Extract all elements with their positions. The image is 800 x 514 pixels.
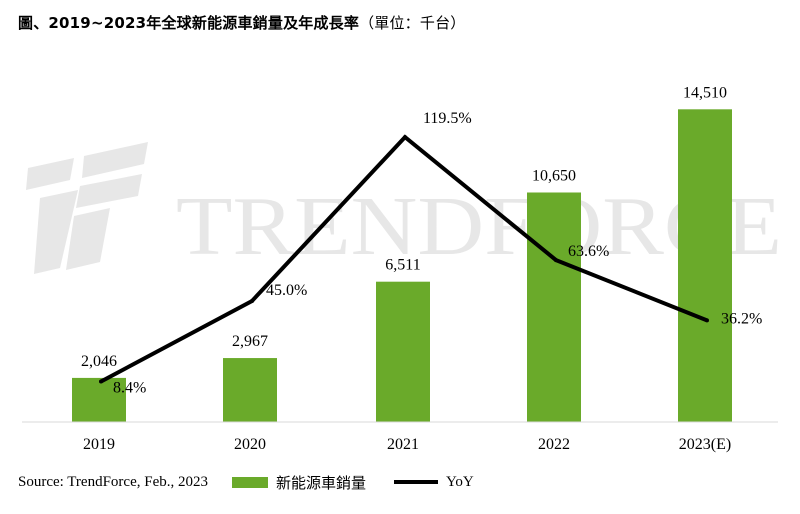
legend-item-line: YoY bbox=[394, 474, 474, 491]
yoy-point bbox=[99, 379, 103, 384]
bar-2020 bbox=[223, 358, 277, 422]
bar-value-label: 10,650 bbox=[532, 167, 576, 184]
yoy-point bbox=[250, 299, 254, 303]
watermark-logo-stroke-5 bbox=[66, 208, 110, 270]
legend-item-bar: 新能源車銷量 bbox=[232, 472, 366, 493]
x-tick-label: 2021 bbox=[387, 436, 419, 453]
bar-2022 bbox=[527, 192, 581, 422]
bar-2019 bbox=[72, 377, 126, 422]
data-labels: 2,046 2,967 6,511 10,650 14,510 8.4% 45.0% 119.… bbox=[81, 84, 762, 396]
line-series bbox=[99, 134, 709, 384]
x-tick-label: 2019 bbox=[83, 436, 115, 453]
x-axis-tick-labels: 2019 2020 2021 2022 2023(E) bbox=[83, 436, 731, 453]
chart-title: 圖、2019~2023年全球新能源車銷量及年成長率（單位：千台） bbox=[18, 12, 465, 33]
yoy-value-label: 119.5% bbox=[423, 110, 472, 127]
bar-value-label: 6,511 bbox=[385, 257, 420, 274]
x-tick-label: 2023(E) bbox=[679, 436, 731, 453]
bar-value-label: 2,046 bbox=[81, 353, 117, 370]
bar-2023(E) bbox=[678, 109, 732, 422]
watermark-logo-stroke-4 bbox=[76, 174, 142, 208]
yoy-point bbox=[554, 258, 558, 263]
yoy-value-label: 63.6% bbox=[568, 243, 609, 260]
chart-footer: Source: TrendForce, Feb., 2023 新能源車銷量 Yo… bbox=[18, 470, 474, 494]
chart-title-unit: （單位：千台） bbox=[359, 14, 466, 32]
bar-2021 bbox=[376, 281, 430, 422]
source-note: Source: TrendForce, Feb., 2023 bbox=[18, 473, 208, 490]
legend-line-swatch bbox=[394, 480, 439, 484]
x-tick-label: 2020 bbox=[234, 436, 266, 453]
legend-line-label: YoY bbox=[446, 473, 474, 490]
yoy-value-label: 36.2% bbox=[721, 310, 762, 327]
chart-title-main: 圖、2019~2023年全球新能源車銷量及年成長率 bbox=[18, 14, 360, 32]
legend-bar-label: 新能源車銷量 bbox=[276, 473, 367, 492]
watermark-logo-stroke-1 bbox=[26, 158, 74, 190]
yoy-point bbox=[705, 318, 709, 323]
watermark-logo-stroke-2 bbox=[34, 190, 78, 274]
trendforce-watermark: TRENDFORCE bbox=[26, 142, 782, 274]
chart-area: TRENDFORCE 2,046 2,967 6,511 10,650 14,510 8.… bbox=[22, 84, 782, 453]
yoy-value-label: 8.4% bbox=[113, 380, 146, 397]
bar-value-label: 14,510 bbox=[683, 84, 727, 101]
bar-value-label: 2,967 bbox=[232, 333, 268, 350]
watermark-logo-stroke-3 bbox=[82, 142, 148, 178]
yoy-point bbox=[403, 135, 407, 140]
yoy-value-label: 45.0% bbox=[266, 282, 307, 299]
bar-series bbox=[72, 109, 732, 422]
x-tick-label: 2022 bbox=[538, 436, 570, 453]
legend-bar-swatch bbox=[232, 476, 268, 488]
